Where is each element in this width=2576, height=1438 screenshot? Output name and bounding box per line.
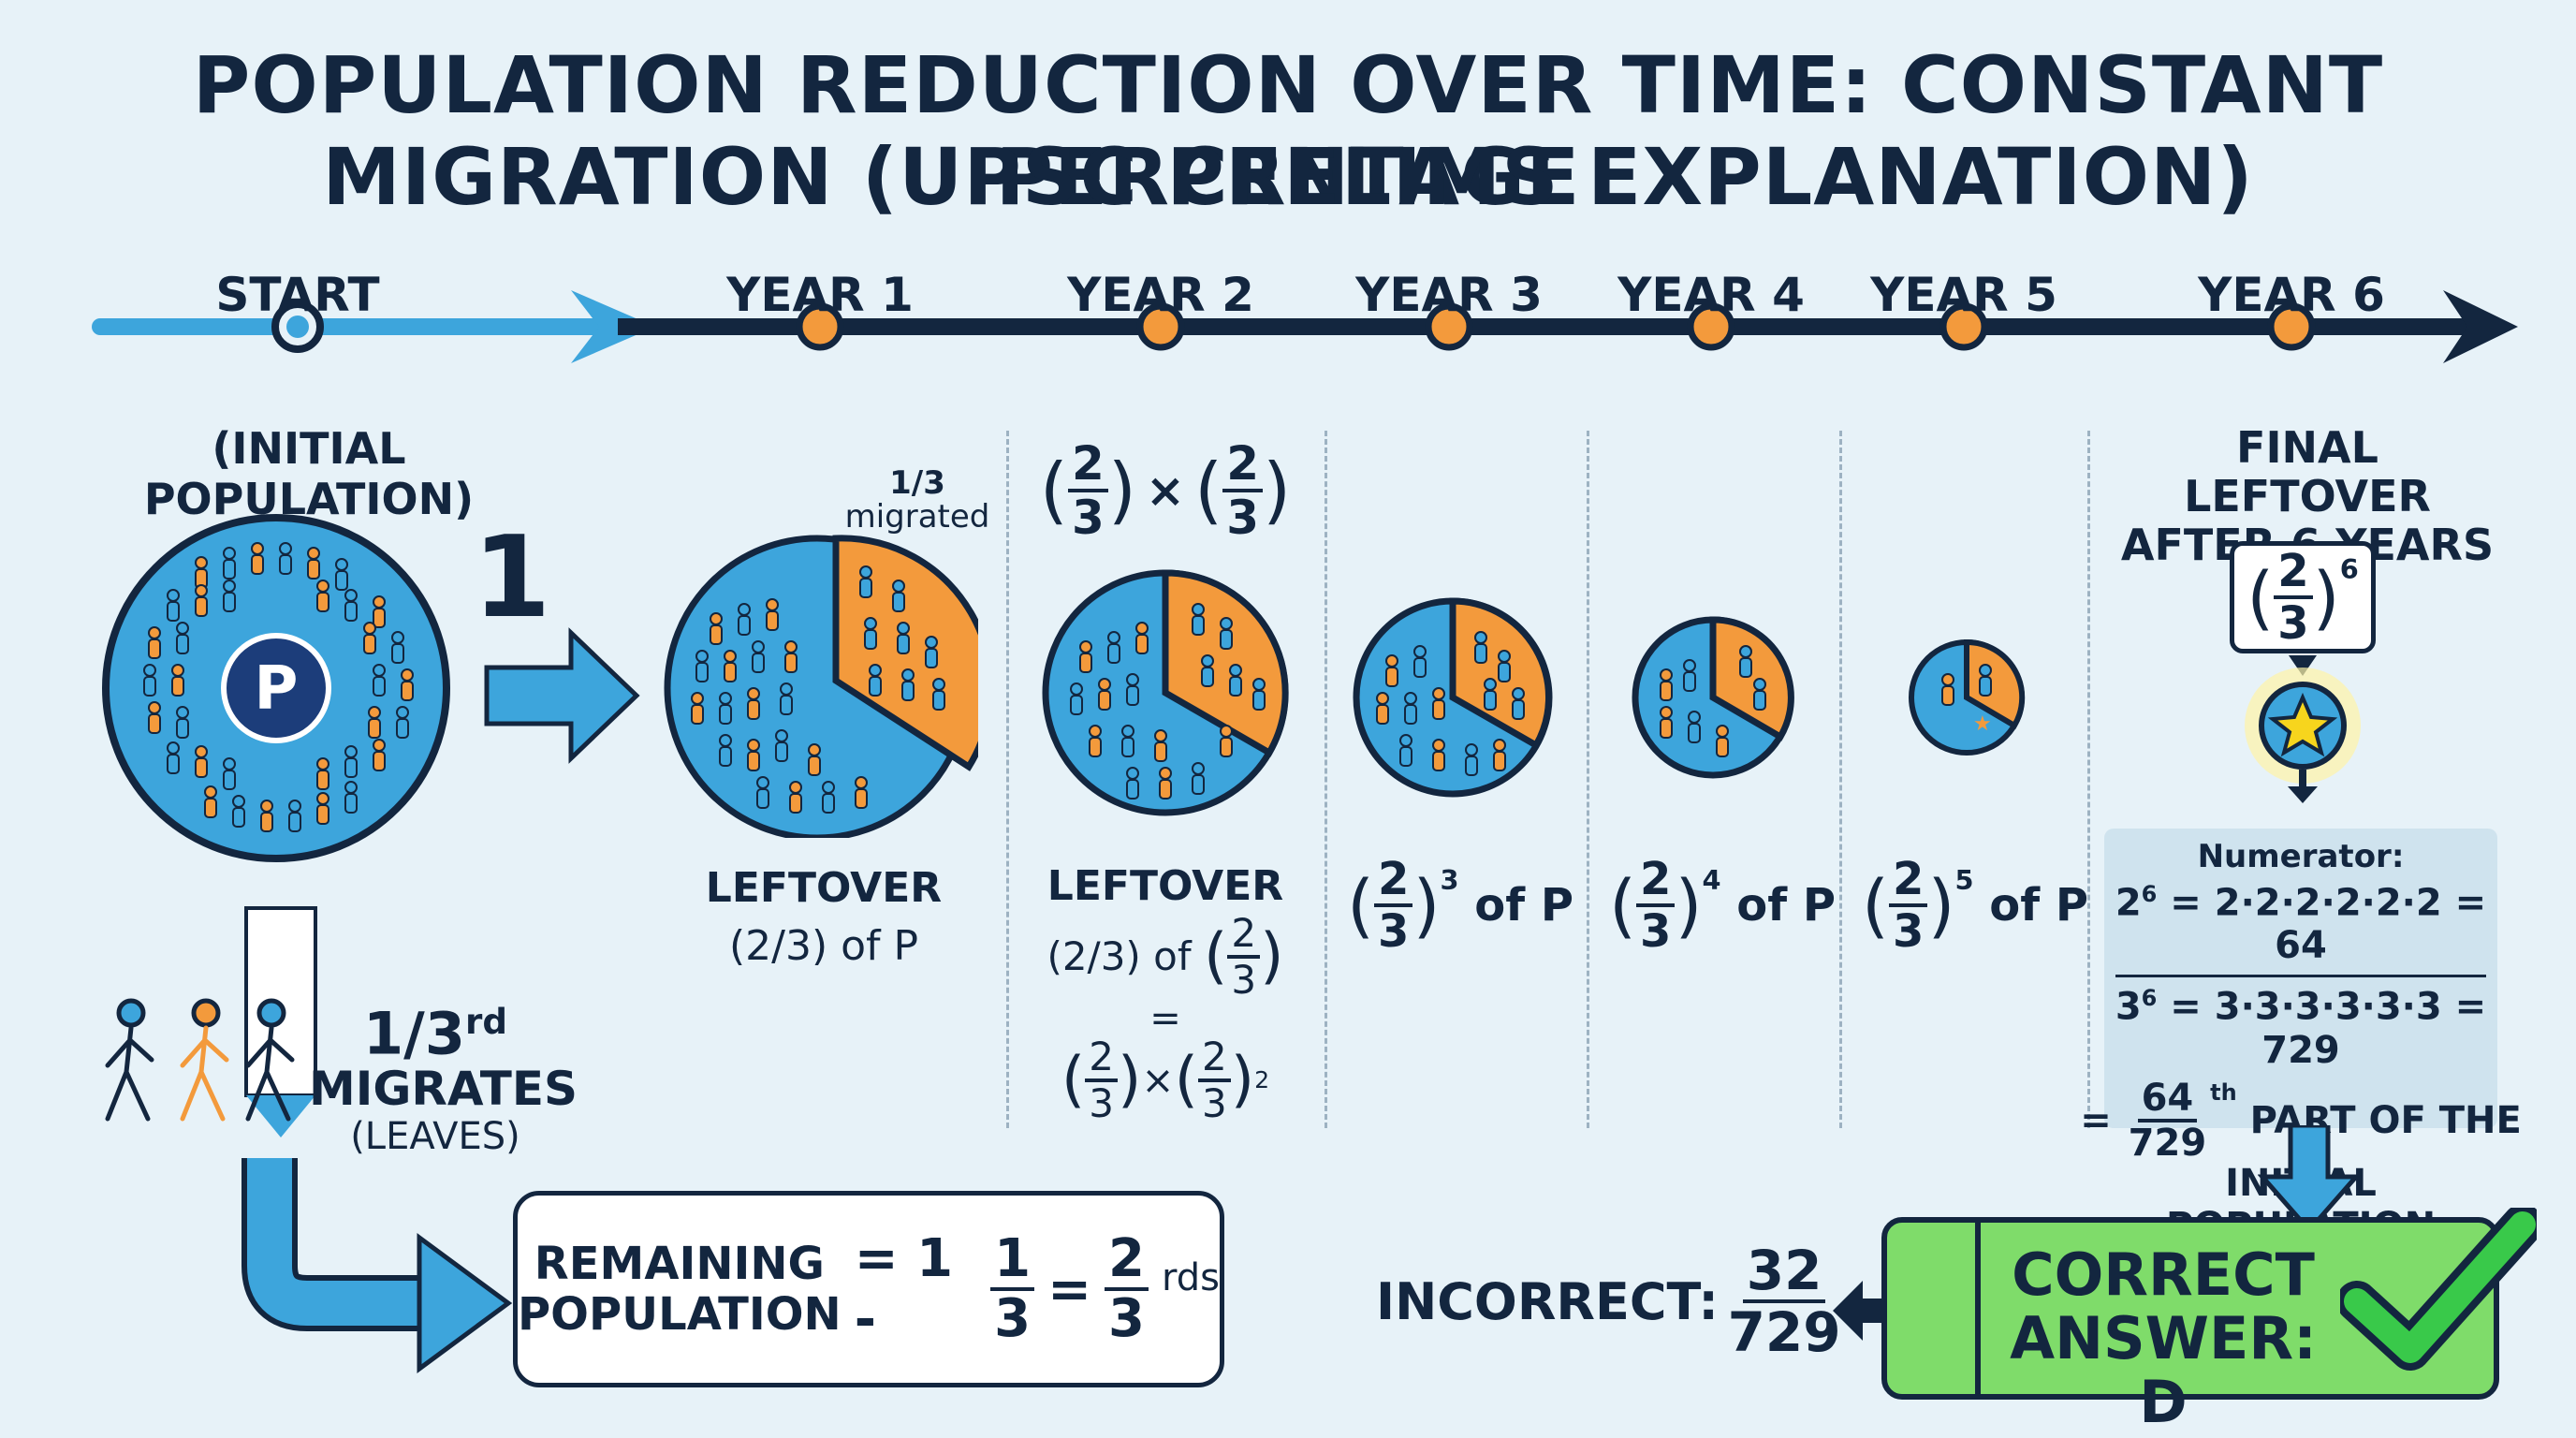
timeline-end-arrow: [2443, 290, 2518, 363]
timeline-start-arrow: [571, 290, 655, 363]
timeline-label-year6: YEAR 6: [2198, 268, 2385, 322]
timeline-year-dots: [796, 302, 2316, 351]
divider: [1587, 431, 1589, 1128]
timeline-main-segment: [618, 318, 2481, 335]
year2-caption: LEFTOVER (2/3) of (2 3) = (2 3) × (2 3) 2: [1046, 862, 1284, 1126]
year1-pie: [664, 535, 978, 838]
year1-caption: LEFTOVER (2/3) of P: [705, 864, 943, 970]
arrow-right-icon: [484, 627, 640, 764]
year4-pie: [1632, 616, 1794, 779]
timeline-label-year3: YEAR 3: [1355, 268, 1543, 322]
divider: [1325, 431, 1327, 1128]
checkmark-icon: [2340, 1208, 2537, 1371]
denominator-line: 36 = 3·3·3·3·3·3 = 729: [2115, 985, 2487, 1072]
divider: [1839, 431, 1842, 1128]
migrates-label: 1/3rd MIGRATES (LEAVES): [309, 999, 578, 1158]
left-arrow-icon: [1833, 1281, 1895, 1341]
timeline-label-year1: YEAR 1: [726, 268, 914, 322]
year4-expression: (2 3) 4 of P: [1609, 853, 1836, 958]
year6-caption: FINAL LEFTOVER AFTER 6 YEARS: [2120, 422, 2495, 570]
walking-people-icon: [105, 998, 295, 1122]
one-label: 1: [473, 513, 551, 643]
year1-migrated-label: 1/3 migrated: [844, 464, 990, 536]
migrate-down-arrow: [244, 906, 317, 1137]
timeline-label-year4: YEAR 4: [1617, 268, 1805, 322]
page-title-line2: MIGRATION (UPSC PRELIMS EXPLANATION): [322, 131, 2254, 223]
timeline-label-year2: YEAR 2: [1067, 268, 1254, 322]
correct-answer-box: CORRECT ANSWER: D: [1881, 1217, 2499, 1434]
page-title-line1: POPULATION REDUCTION OVER TIME: CONSTANT…: [192, 39, 2384, 223]
year5-pie: ★: [1909, 638, 2026, 756]
star-badge-icon: [2245, 655, 2361, 803]
year6-calculation-box: Numerator: 26 = 2·2·2·2·2·2 = 64 36 = 3·…: [2080, 829, 2522, 1248]
year5-expression: (2 3) 5 of P: [1862, 853, 2088, 958]
numerator-line: 26 = 2·2·2·2·2·2 = 64: [2115, 881, 2487, 968]
timeline: [92, 290, 2518, 363]
year2-top-expression: (2 3) × (2 3): [1039, 436, 1292, 545]
year2-pie: [1042, 569, 1289, 816]
numerator-label: Numerator:: [2197, 838, 2405, 875]
incorrect-answer: INCORRECT: 32 729: [1376, 1239, 1841, 1364]
curved-arrow-icon: [242, 1158, 513, 1373]
divider: [1006, 431, 1009, 1128]
circle-letter: P: [255, 654, 299, 724]
year6-power-callout: (2 3) 6: [2230, 541, 2376, 653]
down-arrow-icon: [2258, 1125, 2361, 1234]
timeline-label-start: START: [215, 268, 380, 322]
start-caption: (INITIAL POPULATION): [143, 423, 475, 524]
star-icon: ★: [1973, 712, 1992, 736]
timeline-start-segment: [92, 318, 616, 335]
year3-expression: (2 3) 3 of P: [1347, 853, 1573, 958]
divider: [2087, 431, 2090, 1128]
year3-pie: [1353, 597, 1553, 798]
initial-population-circle: P: [102, 514, 450, 862]
timeline-label-year5: YEAR 5: [1870, 268, 2057, 322]
